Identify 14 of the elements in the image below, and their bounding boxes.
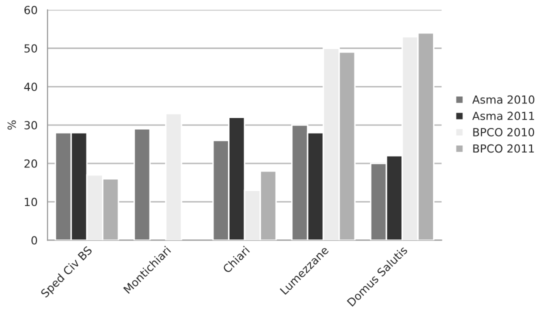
y-tick-label: 20 xyxy=(24,159,38,168)
y-axis-title: % xyxy=(8,120,16,130)
legend-label: Asma 2011 xyxy=(472,112,534,120)
legend-label: BPCO 2010 xyxy=(473,128,534,136)
y-tick-label: 10 xyxy=(24,198,38,206)
y-tick-label: 0 xyxy=(31,236,38,245)
y-tick-label: 50 xyxy=(24,44,38,53)
y-tick-label: 30 xyxy=(24,120,38,130)
bar xyxy=(165,112,182,240)
legend-label: BPCO 2011 xyxy=(473,144,534,153)
bar xyxy=(134,128,151,240)
legend-label: Asma 2010 xyxy=(472,95,534,104)
y-tick-label: 60 xyxy=(24,6,38,14)
y-tick-label: 40 xyxy=(24,82,38,92)
